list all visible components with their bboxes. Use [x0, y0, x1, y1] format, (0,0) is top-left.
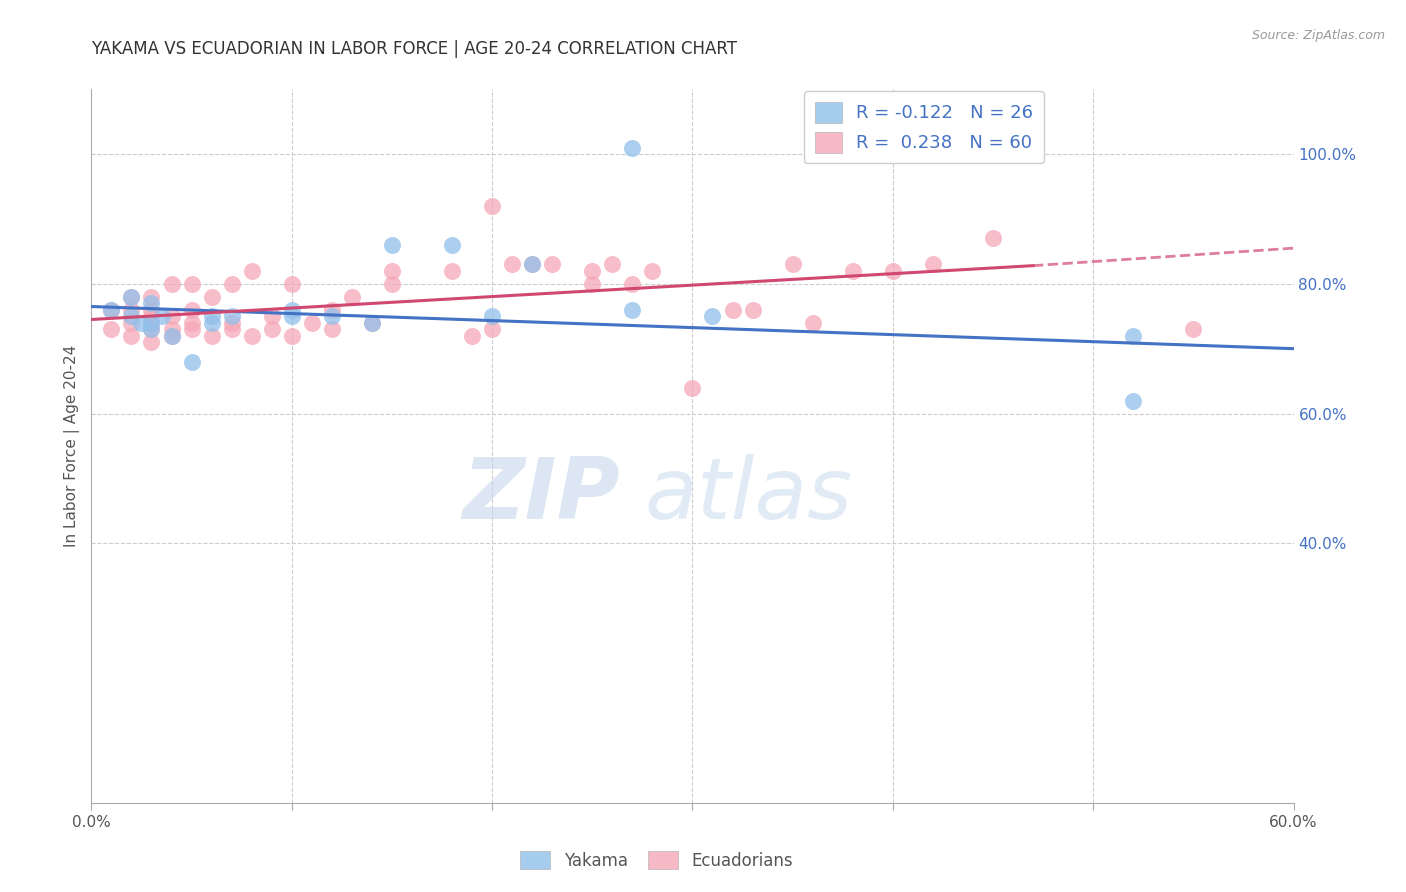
- Point: [281, 310, 304, 324]
- Point: [922, 257, 945, 271]
- Point: [381, 277, 404, 291]
- Text: atlas: atlas: [644, 454, 852, 538]
- Point: [602, 257, 624, 271]
- Point: [381, 264, 404, 278]
- Point: [782, 257, 804, 271]
- Point: [721, 302, 744, 317]
- Point: [882, 264, 904, 278]
- Point: [141, 316, 163, 330]
- Point: [221, 316, 243, 330]
- Point: [121, 310, 143, 324]
- Point: [100, 322, 122, 336]
- Point: [100, 302, 122, 317]
- Point: [481, 322, 503, 336]
- Point: [281, 277, 304, 291]
- Point: [260, 322, 283, 336]
- Point: [121, 290, 143, 304]
- Point: [481, 199, 503, 213]
- Point: [141, 310, 163, 324]
- Point: [121, 302, 143, 317]
- Point: [360, 316, 382, 330]
- Point: [180, 302, 202, 317]
- Point: [100, 302, 122, 317]
- Point: [522, 257, 544, 271]
- Point: [440, 264, 463, 278]
- Point: [260, 310, 283, 324]
- Point: [461, 328, 484, 343]
- Point: [201, 316, 224, 330]
- Point: [131, 316, 153, 330]
- Point: [381, 238, 404, 252]
- Point: [141, 322, 163, 336]
- Point: [121, 290, 143, 304]
- Point: [981, 231, 1004, 245]
- Point: [581, 277, 603, 291]
- Point: [801, 316, 824, 330]
- Point: [180, 316, 202, 330]
- Point: [160, 277, 183, 291]
- Point: [501, 257, 523, 271]
- Point: [481, 310, 503, 324]
- Point: [141, 335, 163, 350]
- Point: [321, 310, 343, 324]
- Point: [201, 290, 224, 304]
- Point: [180, 354, 202, 368]
- Point: [321, 302, 343, 317]
- Point: [180, 277, 202, 291]
- Point: [180, 322, 202, 336]
- Point: [841, 264, 863, 278]
- Point: [150, 310, 173, 324]
- Point: [1182, 322, 1205, 336]
- Point: [201, 310, 224, 324]
- Point: [702, 310, 724, 324]
- Point: [141, 290, 163, 304]
- Point: [141, 316, 163, 330]
- Point: [160, 322, 183, 336]
- Point: [240, 264, 263, 278]
- Legend: Yakama, Ecuadorians: Yakama, Ecuadorians: [513, 845, 799, 877]
- Point: [141, 296, 163, 310]
- Point: [360, 316, 382, 330]
- Point: [221, 322, 243, 336]
- Point: [281, 328, 304, 343]
- Point: [522, 257, 544, 271]
- Point: [321, 322, 343, 336]
- Point: [281, 302, 304, 317]
- Point: [621, 140, 644, 154]
- Point: [621, 302, 644, 317]
- Point: [121, 328, 143, 343]
- Point: [741, 302, 763, 317]
- Point: [1122, 393, 1144, 408]
- Text: YAKAMA VS ECUADORIAN IN LABOR FORCE | AGE 20-24 CORRELATION CHART: YAKAMA VS ECUADORIAN IN LABOR FORCE | AG…: [91, 40, 737, 58]
- Point: [221, 310, 243, 324]
- Point: [541, 257, 564, 271]
- Point: [160, 310, 183, 324]
- Point: [440, 238, 463, 252]
- Point: [641, 264, 664, 278]
- Point: [240, 328, 263, 343]
- Point: [141, 322, 163, 336]
- Point: [581, 264, 603, 278]
- Point: [121, 316, 143, 330]
- Point: [621, 277, 644, 291]
- Text: ZIP: ZIP: [463, 454, 620, 538]
- Point: [160, 328, 183, 343]
- Point: [160, 328, 183, 343]
- Point: [301, 316, 323, 330]
- Y-axis label: In Labor Force | Age 20-24: In Labor Force | Age 20-24: [65, 345, 80, 547]
- Point: [1122, 328, 1144, 343]
- Text: Source: ZipAtlas.com: Source: ZipAtlas.com: [1251, 29, 1385, 42]
- Point: [681, 381, 703, 395]
- Point: [221, 277, 243, 291]
- Point: [141, 302, 163, 317]
- Point: [340, 290, 363, 304]
- Point: [201, 328, 224, 343]
